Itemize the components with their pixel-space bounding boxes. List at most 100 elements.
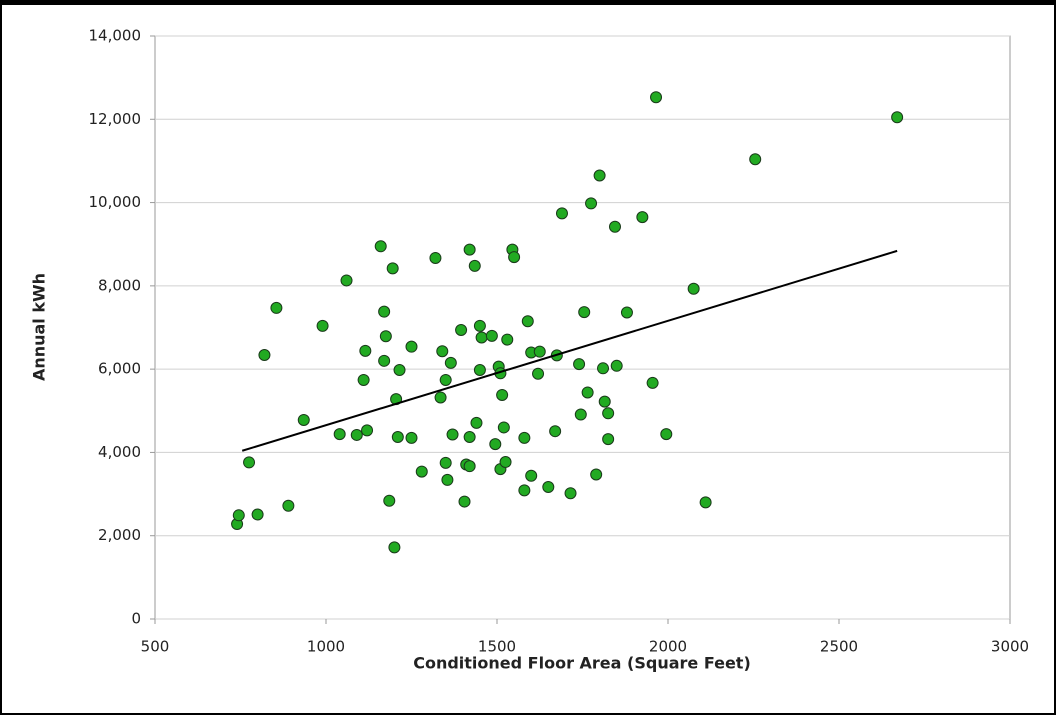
point (359, 344, 372, 357)
point (468, 259, 481, 272)
point (518, 431, 531, 444)
point (405, 340, 418, 353)
y-tick-label: 2,000 (98, 526, 141, 544)
point (533, 345, 546, 358)
point (581, 386, 594, 399)
point (316, 319, 329, 332)
point (378, 305, 391, 318)
point (350, 428, 363, 441)
point (455, 323, 468, 336)
y-tick-label: 6,000 (98, 360, 141, 378)
point (463, 431, 476, 444)
point (636, 211, 649, 224)
point (357, 373, 370, 386)
point (232, 509, 245, 522)
point (270, 301, 283, 314)
point (521, 315, 534, 328)
point (489, 438, 502, 451)
point (379, 330, 392, 343)
point (660, 428, 673, 441)
point (393, 363, 406, 376)
x-tick-label: 1500 (478, 638, 516, 656)
point (485, 329, 498, 342)
point (497, 421, 510, 434)
point (496, 388, 509, 401)
point (573, 358, 586, 371)
point (542, 480, 555, 493)
point (891, 111, 904, 124)
y-tick-label: 4,000 (98, 443, 141, 461)
point (243, 456, 256, 469)
point (475, 331, 488, 344)
point (508, 251, 521, 264)
point (446, 428, 459, 441)
point (258, 348, 271, 361)
point (386, 262, 399, 275)
point (297, 413, 310, 426)
point (434, 391, 447, 404)
x-tick-label: 3000 (991, 638, 1029, 656)
point (646, 376, 659, 389)
point (608, 220, 621, 233)
plot-area (154, 35, 1011, 620)
point (585, 197, 598, 210)
point (501, 333, 514, 346)
point (378, 354, 391, 367)
point (439, 373, 452, 386)
point (602, 433, 615, 446)
x-tick-label: 2000 (649, 638, 687, 656)
top-bar (1, 0, 1055, 5)
point (361, 424, 374, 437)
point (473, 363, 486, 376)
point (593, 169, 606, 182)
point (383, 494, 396, 507)
point (650, 91, 663, 104)
point (525, 469, 538, 482)
point (620, 306, 633, 319)
point (374, 240, 387, 253)
point (463, 460, 476, 473)
point (499, 456, 512, 469)
point (429, 251, 442, 264)
point (590, 468, 603, 481)
point (444, 356, 457, 369)
point (391, 431, 404, 444)
point (458, 495, 471, 508)
y-tick-label: 0 (131, 610, 141, 628)
x-tick-label: 2500 (820, 638, 858, 656)
x-axis-title: Conditioned Floor Area (Square Feet) (413, 654, 751, 673)
point (574, 408, 587, 421)
point (564, 487, 577, 500)
point (405, 431, 418, 444)
point (388, 541, 401, 554)
point (699, 496, 712, 509)
point (282, 499, 295, 512)
point (518, 484, 531, 497)
y-tick-label: 14,000 (89, 27, 142, 45)
point (598, 395, 611, 408)
point (532, 367, 545, 380)
point (597, 362, 610, 375)
y-tick-label: 8,000 (98, 276, 141, 294)
point (415, 465, 428, 478)
point (602, 407, 615, 420)
point (340, 274, 353, 287)
y-axis-title: Annual kWh (30, 273, 49, 381)
point (749, 153, 762, 166)
point (470, 416, 483, 429)
point (578, 306, 591, 319)
point (439, 456, 452, 469)
point (687, 282, 700, 295)
point (555, 207, 568, 220)
point (463, 243, 476, 256)
point (473, 319, 486, 332)
x-tick-label: 1000 (307, 638, 345, 656)
point (436, 345, 449, 358)
point (251, 508, 264, 521)
point (333, 428, 346, 441)
y-tick-label: 10,000 (89, 193, 142, 211)
point (549, 425, 562, 438)
trendline (241, 249, 898, 452)
